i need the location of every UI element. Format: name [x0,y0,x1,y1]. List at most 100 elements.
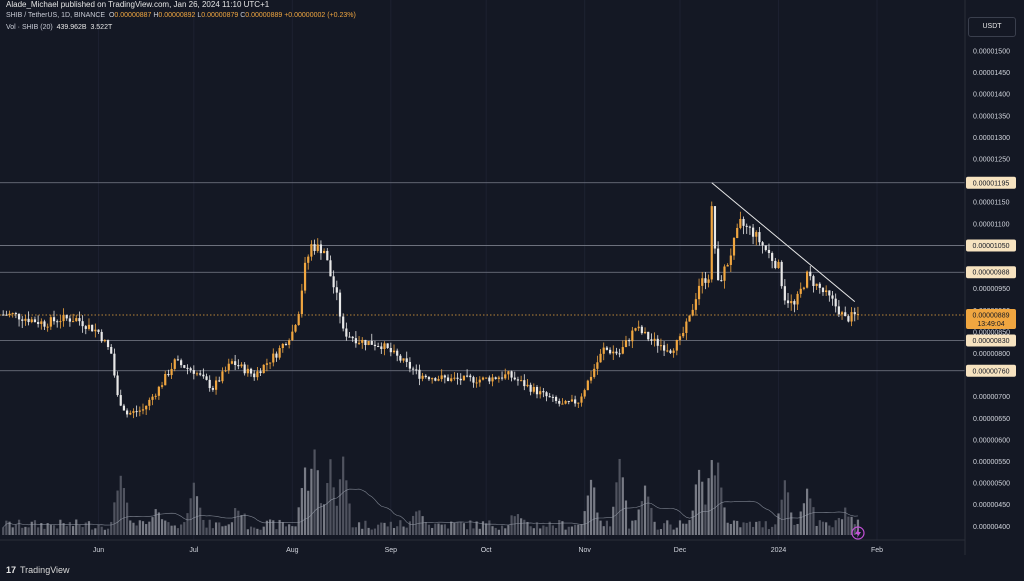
candle-body [450,378,453,382]
volume-bar [167,522,170,535]
volume-bar [208,519,211,535]
candle-body [713,206,717,249]
volume-bar [431,527,434,535]
candle-body [745,225,748,227]
candle-body [828,290,831,296]
candle-body [370,340,373,345]
symbol-label[interactable]: SHIB / TetherUS, 1D, BINANCE [6,12,106,19]
volume-bar [790,512,793,535]
volume-bar [507,525,510,535]
y-tick-label: 0.00000450 [973,502,1010,509]
volume-bar [52,525,56,535]
volume-bar [202,519,205,535]
candle-body [825,290,828,293]
x-tick-label: Jun [93,547,104,554]
volume-bar [736,520,739,535]
candle-body [303,262,307,291]
volume-bar [40,523,43,535]
candle-body [821,287,825,293]
candle-body [516,379,520,381]
volume-bar [478,528,481,535]
level-badge-label: 0.00000760 [973,368,1010,375]
volume-bar [720,487,723,535]
volume-bar [809,498,812,535]
candle-body [574,399,577,404]
level-badge [966,334,1016,347]
volume-bar [825,522,828,535]
x-tick-label: Dec [674,547,687,554]
volume-bar [110,521,113,535]
volume-bar [612,506,615,535]
candle-body [357,342,361,344]
y-tick-label: 0.00001350 [973,113,1010,120]
candle-body [94,329,97,332]
volume-bar [43,528,46,535]
volume-bar [529,526,532,535]
volume-bar [332,487,335,535]
candle-body [663,345,666,351]
candle-body [294,325,297,332]
volume-bar [84,522,87,535]
lightning-icon[interactable] [851,526,865,540]
volume-bar [291,526,294,535]
volume-bar [678,520,682,535]
candle-body [682,332,685,337]
volume-label[interactable]: Vol · SHIB (20) [6,24,53,31]
volume-bar [91,529,94,535]
volume-bar [796,523,799,535]
volume-bar [176,528,180,535]
candle-body [173,359,176,369]
volume-bar [443,524,446,535]
volume-bar [97,524,100,535]
x-tick-label: 2024 [771,547,787,554]
volume-bar [513,516,516,535]
candle-body [43,321,46,327]
candle-body [628,340,631,342]
candle-body [345,328,348,337]
volume-bar [853,524,856,535]
candle-body [14,313,17,315]
candle-body [354,338,357,344]
candle-body [669,350,672,353]
candle-body [659,345,663,347]
volume-bar [437,523,440,535]
candle-body [253,373,256,378]
volume-bar [46,523,49,535]
level-badge [966,364,1016,377]
tradingview-logo[interactable]: 17 TradingView [6,565,70,575]
y-tick-label: 0.00001500 [973,48,1010,55]
volume-bar [675,527,678,535]
candle-body [84,326,87,329]
candle-body [113,353,116,376]
open-value: 0.00000887 [114,12,152,19]
volume-bar [227,524,230,535]
volume-bar [526,521,529,535]
volume-bar [399,520,402,535]
descending-trendline [711,182,856,303]
volume-bar [545,526,548,535]
candle-body [478,379,481,383]
candle-body [726,264,729,267]
volume-bar [221,526,224,535]
candle-body [129,412,132,415]
currency-button[interactable]: USDT [968,17,1016,37]
candle-body [151,396,154,400]
candle-body [167,373,170,376]
candle-body [802,287,806,289]
volume-bar [682,523,685,535]
candle-body [262,364,265,374]
volume-bar [758,521,761,535]
volume-bar [380,522,383,535]
volume-bar [485,523,488,535]
candle-body [701,278,704,286]
candle-body [608,349,612,354]
volume-bar [802,503,806,535]
candle-body [237,365,240,367]
candle-body [532,386,535,392]
candle-body [840,312,844,315]
candle-body [618,353,621,355]
level-badge-label: 0.00000988 [973,270,1010,277]
candle-body [208,379,211,389]
candle-body [2,314,5,316]
